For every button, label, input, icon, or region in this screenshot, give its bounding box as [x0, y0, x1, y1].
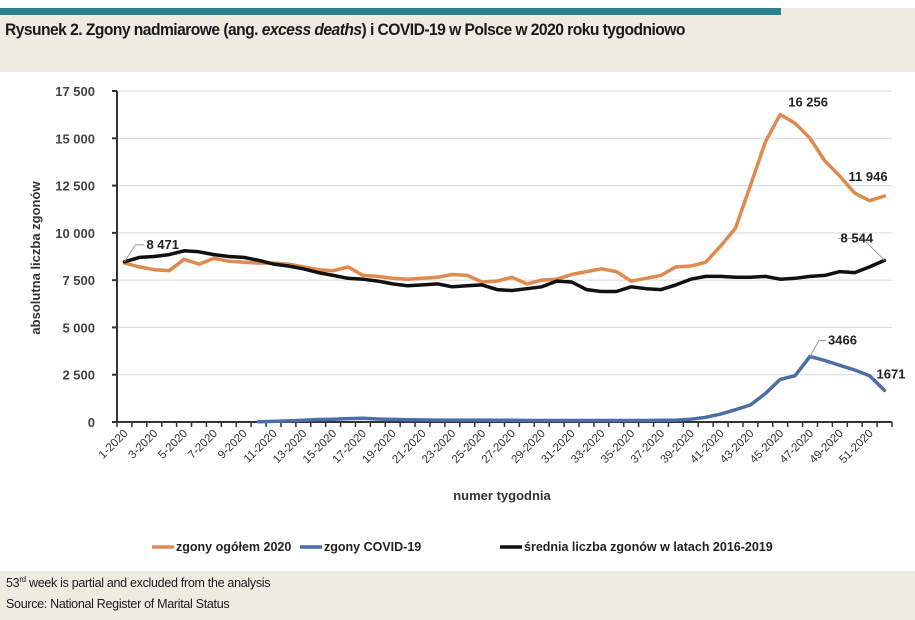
series-line-2	[122, 249, 887, 294]
annotation-leader	[124, 244, 145, 263]
y-tick-label: 2 500	[62, 368, 95, 383]
legend-label-2: średnia liczba zgonów w latach 2016-2019	[524, 540, 773, 554]
note-ordinal: rd	[19, 575, 26, 584]
note-text: week is partial and excluded from the an…	[25, 576, 271, 591]
x-axis-ticks: 1-20203-20205-20207-20209-202011-202013-…	[97, 422, 893, 466]
line-chart: 0 2 500 5 000 7 500 10 000 12 500 15 000 17 500…	[28, 84, 906, 554]
data-label: 8 471	[146, 237, 179, 252]
series-lines	[122, 112, 887, 424]
x-axis-title: numer tygodnia	[453, 488, 551, 503]
accent-bar	[0, 8, 781, 15]
annotation-leader	[838, 237, 885, 261]
figure-title: Rysunek 2. Zgony nadmiarowe (ang. excess…	[5, 20, 685, 40]
legend: zgony ogółem 2020 zgony COVID-19 średnia l…	[152, 540, 773, 554]
y-axis-title: absolutna liczba zgonów	[28, 181, 43, 335]
gridlines	[117, 90, 892, 376]
header-band	[0, 8, 915, 72]
data-label: 1671	[877, 366, 906, 381]
y-tick-label: 12 500	[55, 179, 95, 194]
footer-source: Source: National Register of Marital Sta…	[6, 597, 230, 611]
y-tick-label: 10 000	[55, 226, 95, 241]
title-italic: excess deaths	[261, 20, 362, 39]
footer-note: 53rd week is partial and excluded from t…	[6, 575, 271, 591]
y-tick-label: 0	[88, 415, 95, 430]
note-number: 53	[6, 576, 20, 591]
x-tick-label: 7-2020	[186, 428, 220, 462]
y-axis-ticks: 0 2 500 5 000 7 500 10 000 12 500 15 000 17 500	[55, 84, 117, 430]
legend-label-0: zgony ogółem 2020	[176, 540, 291, 554]
data-label: 11 946	[849, 169, 888, 184]
y-tick-label: 15 000	[55, 131, 95, 146]
data-label: 3466	[828, 332, 857, 347]
title-prefix: Rysunek 2. Zgony nadmiarowe (ang.	[5, 20, 262, 39]
x-tick-label: 5-2020	[156, 428, 190, 462]
footer-band	[0, 571, 915, 620]
title-suffix: ) i COVID-19 w Polsce w 2020 roku tygodn…	[361, 20, 686, 39]
y-tick-label: 17 500	[55, 84, 95, 99]
data-label: 16 256	[788, 95, 828, 110]
data-label: 8 544	[841, 230, 874, 245]
series-line-0	[122, 112, 887, 286]
y-tick-label: 7 500	[62, 273, 95, 288]
x-tick-label: 1-2020	[97, 428, 131, 462]
legend-label-1: zgony COVID-19	[324, 540, 421, 554]
annotations: 8 471 16 256 11 946 8 544 3466 1671	[124, 95, 906, 381]
annotation-leader	[809, 339, 827, 357]
y-tick-label: 5 000	[62, 320, 95, 335]
x-tick-label: 3-2020	[127, 428, 161, 462]
series-line-1	[256, 354, 887, 424]
